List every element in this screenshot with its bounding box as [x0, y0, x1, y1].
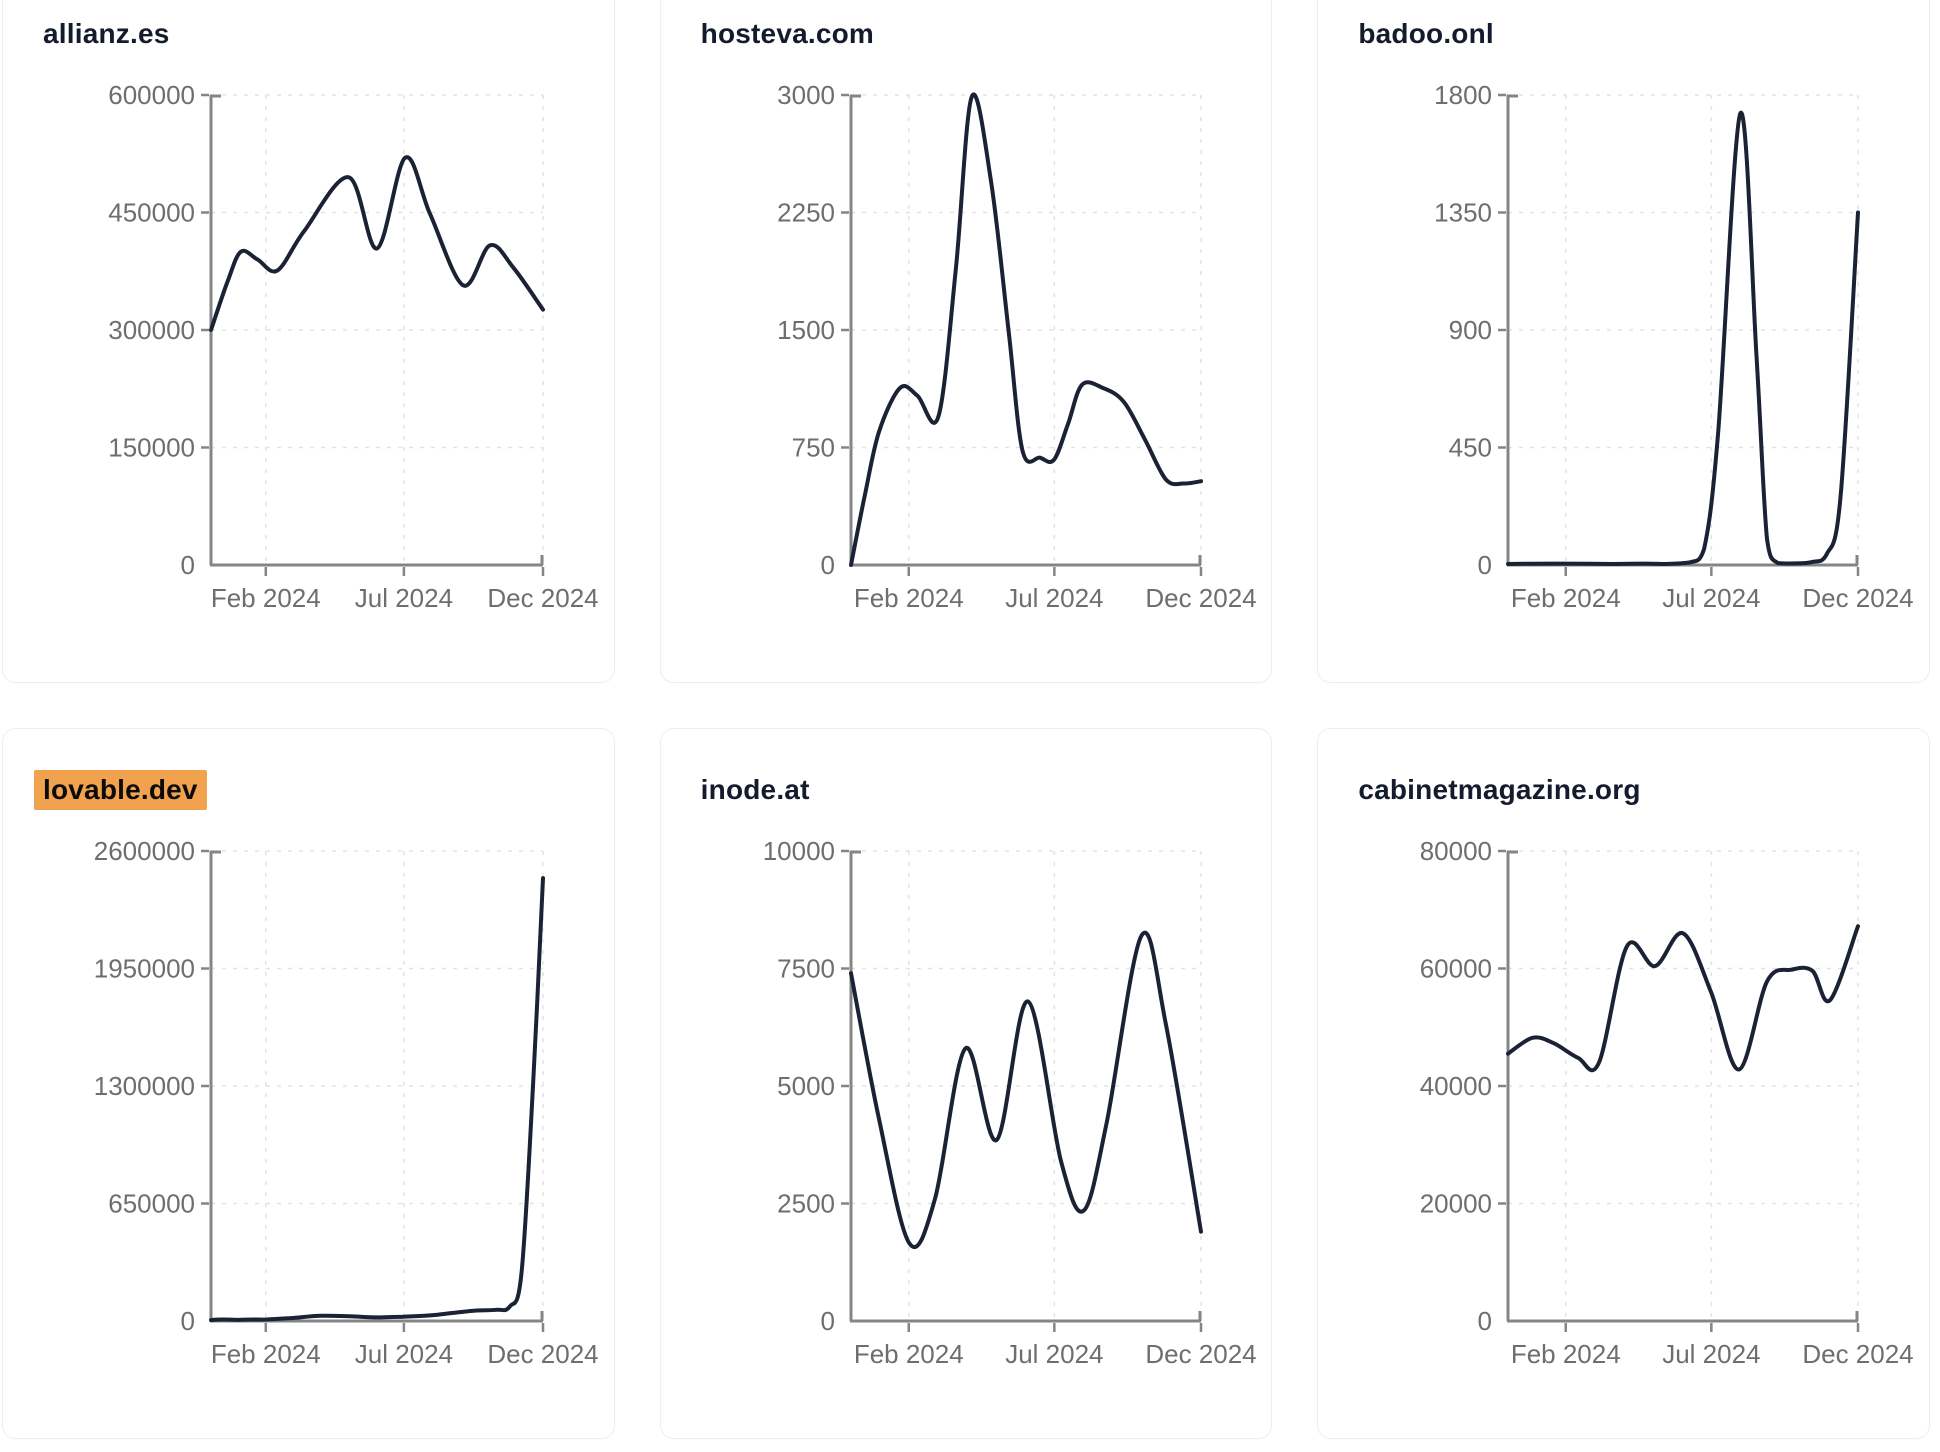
- chart-card-hosteva-com[interactable]: hosteva.com 0 750 1500 2250 3000 Feb 2024 Jul …: [659, 0, 1273, 683]
- svg-text:0: 0: [1478, 1306, 1492, 1336]
- svg-text:20000: 20000: [1420, 1189, 1492, 1219]
- svg-text:450000: 450000: [108, 198, 195, 228]
- svg-text:Feb 2024: Feb 2024: [211, 583, 321, 613]
- svg-text:5000: 5000: [777, 1071, 835, 1101]
- svg-text:Jul 2024: Jul 2024: [355, 1339, 453, 1369]
- chart-card-cabinetmagazine-org[interactable]: cabinetmagazine.org 0 20000 40000 60000 8000…: [1317, 728, 1930, 1439]
- line-chart: 0 450 900 1350 1800 Feb 2024 Jul 2024 Dec 2024: [1358, 73, 1929, 626]
- svg-text:1800: 1800: [1434, 80, 1492, 110]
- svg-text:900: 900: [1449, 315, 1492, 345]
- svg-text:Jul 2024: Jul 2024: [1663, 1339, 1761, 1369]
- svg-text:1300000: 1300000: [94, 1071, 195, 1101]
- line-chart: 0 750 1500 2250 3000 Feb 2024 Jul 2024 Dec 2024: [701, 73, 1272, 626]
- svg-text:Jul 2024: Jul 2024: [1663, 583, 1761, 613]
- chart-card-badoo-onl[interactable]: badoo.onl 0 450 900 1350 1800 Feb 2024 Jul 202…: [1317, 0, 1930, 683]
- svg-text:Dec 2024: Dec 2024: [1803, 1339, 1914, 1369]
- svg-text:7500: 7500: [777, 954, 835, 984]
- svg-text:Feb 2024: Feb 2024: [853, 583, 963, 613]
- svg-text:3000: 3000: [777, 80, 835, 110]
- domain-label-highlighted: lovable.dev: [34, 770, 207, 810]
- svg-text:0: 0: [820, 1306, 834, 1336]
- svg-text:Jul 2024: Jul 2024: [355, 583, 453, 613]
- chart-title: inode.at: [701, 773, 1272, 807]
- svg-text:Feb 2024: Feb 2024: [1511, 583, 1621, 613]
- svg-text:Dec 2024: Dec 2024: [487, 1339, 598, 1369]
- svg-text:1350: 1350: [1434, 198, 1492, 228]
- line-chart: 0 650000 1300000 1950000 2600000 Feb 2024 Jul …: [43, 829, 614, 1382]
- svg-text:0: 0: [1478, 550, 1492, 580]
- svg-text:Feb 2024: Feb 2024: [1511, 1339, 1621, 1369]
- svg-text:450: 450: [1449, 433, 1492, 463]
- svg-text:0: 0: [820, 550, 834, 580]
- line-chart: 0 20000 40000 60000 80000 Feb 2024 Jul 2024 Dec…: [1358, 829, 1929, 1382]
- chart-title: hosteva.com: [701, 17, 1272, 51]
- chart-title: badoo.onl: [1358, 17, 1929, 51]
- svg-text:10000: 10000: [762, 836, 834, 866]
- domain-label: allianz.es: [43, 18, 170, 49]
- svg-text:60000: 60000: [1420, 954, 1492, 984]
- chart-card-inode-at[interactable]: inode.at 0 2500 5000 7500 10000 Feb 2024 Jul 2…: [659, 728, 1273, 1439]
- domain-label: cabinetmagazine.org: [1358, 774, 1641, 805]
- svg-text:80000: 80000: [1420, 836, 1492, 866]
- svg-text:2250: 2250: [777, 198, 835, 228]
- svg-text:Dec 2024: Dec 2024: [487, 583, 598, 613]
- svg-text:300000: 300000: [108, 315, 195, 345]
- svg-text:Dec 2024: Dec 2024: [1803, 583, 1914, 613]
- svg-text:1950000: 1950000: [94, 954, 195, 984]
- chart-card-allianz-es[interactable]: allianz.es 0 150000 300000 450000 600000 Feb …: [2, 0, 615, 683]
- svg-text:0: 0: [181, 1306, 195, 1336]
- svg-text:2500: 2500: [777, 1189, 835, 1219]
- svg-text:Dec 2024: Dec 2024: [1145, 583, 1256, 613]
- svg-text:1500: 1500: [777, 315, 835, 345]
- chart-title: lovable.dev: [34, 770, 614, 810]
- chart-title: cabinetmagazine.org: [1358, 773, 1929, 807]
- svg-text:150000: 150000: [108, 433, 195, 463]
- svg-text:Jul 2024: Jul 2024: [1005, 1339, 1103, 1369]
- svg-text:Feb 2024: Feb 2024: [211, 1339, 321, 1369]
- domain-label: badoo.onl: [1358, 18, 1494, 49]
- domain-label: inode.at: [700, 774, 810, 805]
- chart-card-lovable-dev[interactable]: lovable.dev 0 650000 1300000 1950000 2600000…: [2, 728, 615, 1439]
- svg-text:0: 0: [181, 550, 195, 580]
- svg-text:Dec 2024: Dec 2024: [1145, 1339, 1256, 1369]
- chart-title: allianz.es: [43, 17, 614, 51]
- svg-text:Jul 2024: Jul 2024: [1005, 583, 1103, 613]
- svg-text:Feb 2024: Feb 2024: [853, 1339, 963, 1369]
- line-chart: 0 2500 5000 7500 10000 Feb 2024 Jul 2024 Dec 20…: [701, 829, 1272, 1382]
- svg-text:600000: 600000: [108, 80, 195, 110]
- svg-text:750: 750: [791, 433, 834, 463]
- svg-text:2600000: 2600000: [94, 836, 195, 866]
- domain-label: hosteva.com: [700, 18, 875, 49]
- svg-text:650000: 650000: [108, 1189, 195, 1219]
- line-chart: 0 150000 300000 450000 600000 Feb 2024 Jul 202…: [43, 73, 614, 626]
- svg-text:40000: 40000: [1420, 1071, 1492, 1101]
